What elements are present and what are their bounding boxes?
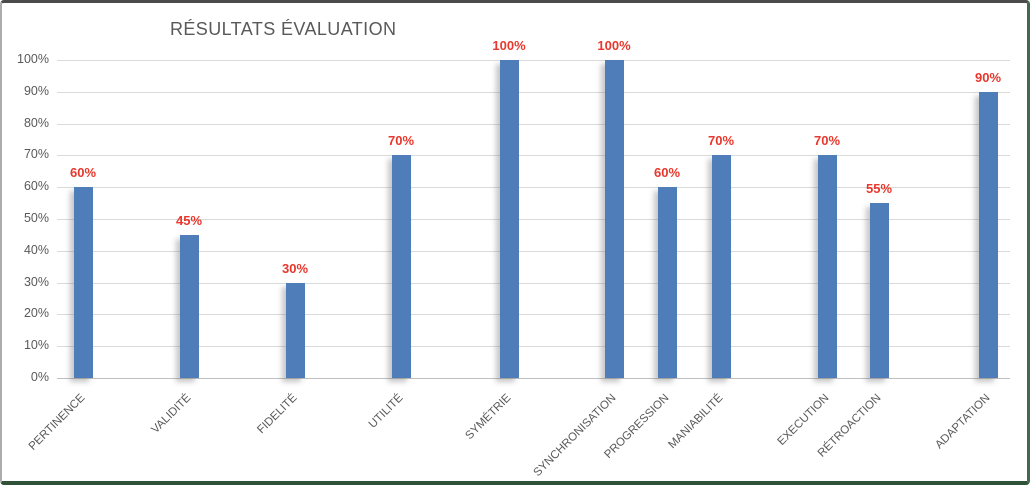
gridline: [57, 219, 1010, 220]
gridline: [57, 187, 1010, 189]
bar-value-label: 60%: [69, 165, 97, 181]
category-label: FIDELITÉ: [255, 392, 300, 437]
gridline: [57, 346, 1010, 348]
y-axis-tick-label: 50%: [23, 211, 49, 225]
category-label: UTILITÉ: [366, 392, 406, 431]
y-axis-tick-label: 10%: [23, 338, 49, 353]
category-label: SYMÉTRIE: [463, 392, 514, 443]
category-label: VALIDITÉ: [149, 392, 194, 437]
bar: [817, 155, 837, 378]
bar-value-label: 90%: [974, 69, 1002, 85]
plot-area: 0% 10% 20% 30% 40% 50% 60% 70% 80% 90% 100% 60% PERT…: [17, 38, 1010, 479]
bar: [179, 234, 199, 378]
bar-value-label: 100%: [597, 38, 631, 53]
bar-value-label: 55%: [865, 181, 893, 197]
category-label: ADAPTATION: [933, 392, 993, 452]
y-axis-tick-label: 100%: [17, 52, 49, 66]
y-axis-tick-label: 30%: [23, 274, 49, 289]
bar: [604, 60, 624, 378]
bar-value-label: 100%: [492, 38, 526, 53]
x-axis-line: [57, 378, 1010, 379]
gridline: [57, 60, 1010, 61]
gridline: [57, 250, 1010, 252]
bar-value-label: 60%: [653, 165, 681, 181]
y-axis-tick-label: 70%: [23, 147, 49, 162]
y-axis-tick-label: 90%: [23, 83, 49, 98]
bar-value-label: 30%: [281, 260, 309, 276]
bar: [499, 60, 519, 378]
bar: [73, 187, 93, 378]
chart-title: RÉSULTATS ÉVALUATION: [170, 19, 397, 39]
bar: [391, 155, 411, 378]
y-axis-tick-label: 40%: [23, 242, 49, 257]
y-axis-tick-label: 20%: [23, 306, 49, 321]
bar: [657, 187, 677, 378]
category-label: PERTINENCE: [26, 392, 88, 453]
bar-value-label: 70%: [387, 133, 415, 149]
y-axis-tick-label: 0%: [30, 370, 49, 384]
bar: [711, 155, 731, 378]
bar-value-label: 70%: [813, 133, 841, 149]
gridline: [57, 91, 1010, 93]
y-axis-tick-label: 80%: [23, 115, 49, 130]
bar-value-label: 70%: [707, 133, 735, 149]
bar: [285, 282, 305, 378]
bar-value-label: 45%: [175, 212, 203, 228]
gridline: [57, 314, 1010, 316]
y-axis-tick-label: 60%: [23, 179, 49, 194]
bar: [869, 203, 889, 378]
bar: [978, 91, 998, 378]
gridline: [57, 155, 1010, 157]
gridline: [57, 282, 1010, 284]
gridline: [57, 123, 1010, 125]
